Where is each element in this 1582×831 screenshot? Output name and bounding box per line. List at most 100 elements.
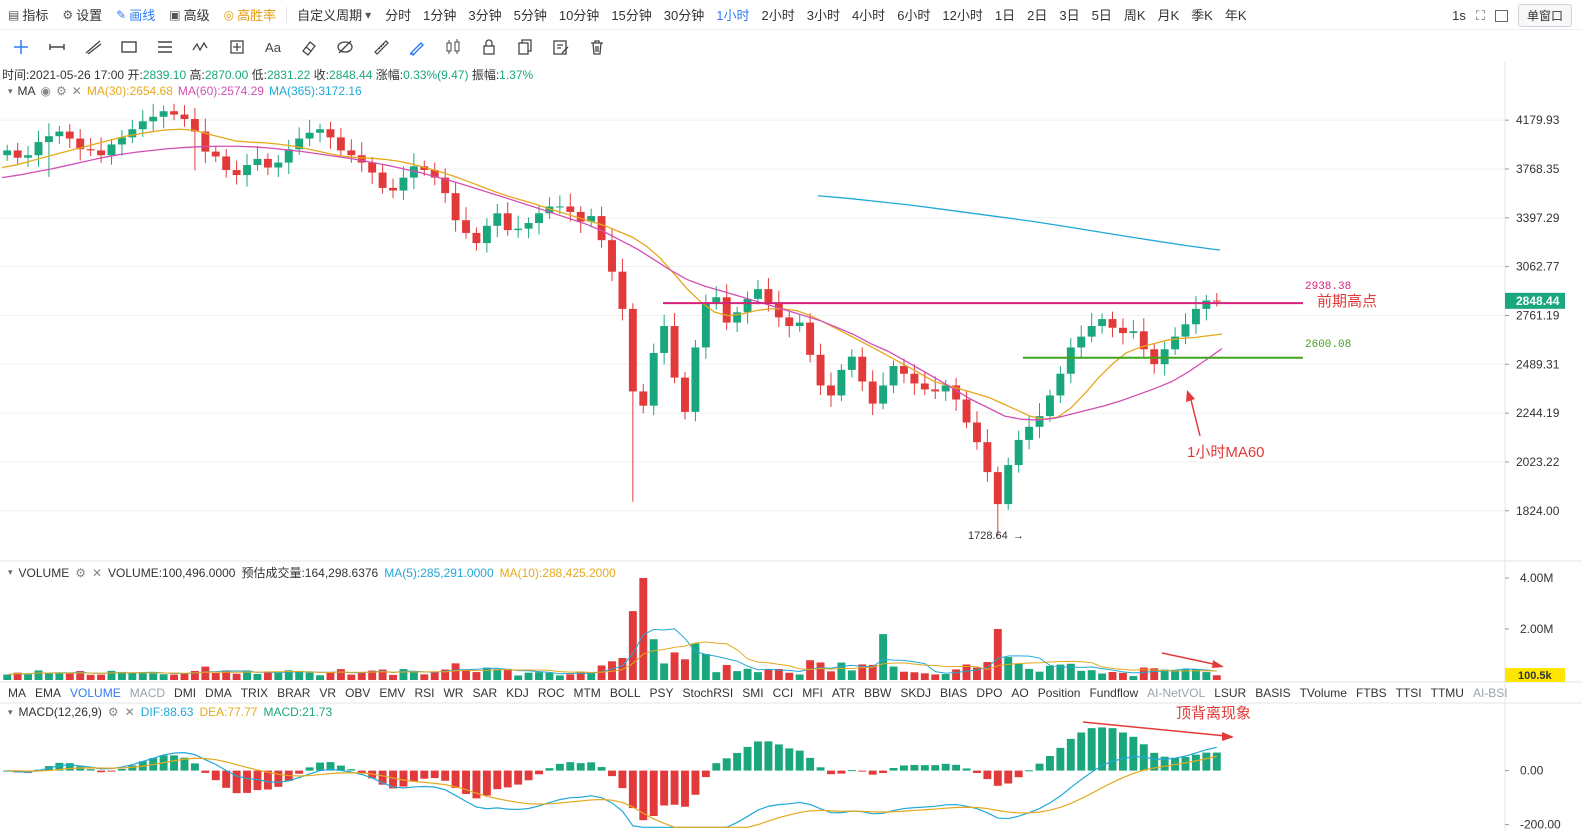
indicator-tab[interactable]: TTSI: [1395, 686, 1422, 700]
period-tab[interactable]: 10分钟: [558, 8, 600, 23]
edit-icon[interactable]: [550, 36, 572, 58]
parallel-lines-icon[interactable]: [154, 36, 176, 58]
indicator-tab[interactable]: ROC: [537, 686, 565, 700]
indicator-tab[interactable]: TTMU: [1430, 686, 1464, 700]
indicator-tab[interactable]: Position: [1037, 686, 1081, 700]
fullscreen-icon[interactable]: ⛶: [1475, 7, 1485, 23]
period-tab[interactable]: 1日: [994, 8, 1016, 23]
close-icon[interactable]: ✕: [71, 84, 82, 98]
period-tab[interactable]: 5日: [1091, 8, 1112, 23]
period-tab[interactable]: 15分钟: [611, 8, 652, 23]
settings-icon[interactable]: ⚙: [56, 84, 67, 98]
indicator-tab[interactable]: LSUR: [1214, 686, 1247, 700]
period-tab[interactable]: 2日: [1027, 8, 1048, 23]
period-tab[interactable]: 1小时: [716, 8, 750, 23]
crosshair-icon[interactable]: [10, 36, 32, 58]
layout-icon[interactable]: [1494, 9, 1508, 22]
indicator-tab[interactable]: ATR: [831, 686, 856, 700]
volume-bar: [149, 673, 158, 680]
toolbar-item-0[interactable]: ▤ 指标: [8, 5, 48, 24]
period-tab[interactable]: 3分钟: [468, 8, 502, 23]
indicator-tab[interactable]: MACD: [129, 686, 166, 700]
collapse-chevron-icon[interactable]: ▾: [8, 706, 13, 717]
indicator-tab[interactable]: DPO: [976, 686, 1003, 700]
candlestick-chart[interactable]: 4179.93 3768.35 3397.29 3062.77 2761.19 2489.…: [0, 62, 1582, 831]
ruler-icon[interactable]: [370, 36, 392, 58]
indicator-tab[interactable]: AI-BSI: [1472, 686, 1508, 700]
period-tab[interactable]: 3日: [1059, 8, 1080, 23]
period-tab[interactable]: 月K: [1157, 8, 1180, 23]
indicator-tab[interactable]: VOLUME: [70, 686, 121, 700]
close-icon[interactable]: ✕: [91, 565, 103, 580]
copy-icon[interactable]: [514, 36, 536, 58]
indicator-tab[interactable]: KDJ: [506, 686, 529, 700]
indicator-tab[interactable]: MA: [8, 686, 26, 700]
indicator-tab[interactable]: WR: [443, 686, 464, 700]
close-icon[interactable]: ✕: [124, 705, 135, 719]
indicator-tab[interactable]: FTBS: [1355, 686, 1387, 700]
indicator-tab[interactable]: TRIX: [240, 686, 269, 700]
collapse-chevron-icon[interactable]: ▾: [8, 567, 13, 577]
indicator-tab[interactable]: SKDJ: [900, 686, 932, 700]
indicator-tab[interactable]: Fundflow: [1089, 686, 1139, 700]
candle-type-icon[interactable]: [442, 36, 464, 58]
indicator-tab[interactable]: BOLL: [609, 686, 641, 700]
indicator-tab[interactable]: CCI: [772, 686, 794, 700]
indicator-tab[interactable]: EMA: [35, 686, 62, 700]
period-tab[interactable]: 季K: [1191, 8, 1213, 23]
draw-mode-icon[interactable]: [406, 36, 428, 58]
indicator-tab[interactable]: BBW: [864, 686, 892, 700]
indicator-tab[interactable]: DMI: [174, 686, 197, 700]
indicator-tab[interactable]: AI-NetVOL: [1147, 686, 1206, 700]
eye-icon[interactable]: ◉: [40, 84, 52, 98]
eraser-icon[interactable]: [298, 36, 320, 58]
indicator-tab[interactable]: BRAR: [277, 686, 311, 700]
indicator-tab[interactable]: SAR: [472, 686, 498, 700]
indicator-tab[interactable]: MFI: [802, 686, 823, 700]
measure-icon[interactable]: [226, 36, 248, 58]
indicator-tab[interactable]: SMI: [742, 686, 764, 700]
indicator-tab[interactable]: DMA: [205, 686, 232, 700]
trend-line-icon[interactable]: [82, 36, 104, 58]
hide-drawings-icon[interactable]: [334, 36, 356, 58]
collapse-chevron-icon[interactable]: ▾: [8, 85, 13, 96]
indicator-tab[interactable]: BIAS: [940, 686, 968, 700]
settings-icon[interactable]: ⚙: [75, 565, 86, 580]
toolbar-item-2[interactable]: ✎ 画线: [116, 5, 155, 24]
period-tab[interactable]: 12小时: [942, 8, 983, 23]
wave-icon[interactable]: [190, 36, 212, 58]
period-tab[interactable]: 30分钟: [663, 8, 705, 23]
indicator-tab[interactable]: TVolume: [1299, 686, 1347, 700]
rectangle-icon[interactable]: [118, 36, 140, 58]
period-tab[interactable]: 6小时: [897, 8, 931, 23]
indicator-tab[interactable]: VR: [319, 686, 337, 700]
indicator-tab[interactable]: EMV: [379, 686, 406, 700]
lock-icon[interactable]: [478, 36, 500, 58]
indicator-tab[interactable]: OBV: [345, 686, 371, 700]
toolbar-item-3[interactable]: ▣ 高级: [169, 5, 209, 24]
toolbar-item-1[interactable]: ⚙ 设置: [62, 5, 102, 24]
horizontal-ray-icon[interactable]: [46, 36, 68, 58]
text-icon[interactable]: Aa: [265, 39, 281, 55]
custom-period-dropdown[interactable]: 自定义周期 ▾: [297, 5, 371, 24]
indicator-tab[interactable]: StochRSI: [682, 686, 734, 700]
candle-body: [24, 155, 33, 158]
period-tab[interactable]: 年K: [1224, 8, 1247, 23]
indicator-tab[interactable]: AO: [1011, 686, 1029, 700]
period-tab[interactable]: 5分钟: [513, 8, 547, 23]
indicator-tab[interactable]: BASIS: [1255, 686, 1291, 700]
indicator-tab[interactable]: PSY: [649, 686, 674, 700]
toolbar-item-4[interactable]: ◎ 高胜率: [224, 5, 277, 24]
indicator-tab[interactable]: MTM: [573, 686, 601, 700]
refresh-interval[interactable]: 1s: [1452, 8, 1466, 23]
period-tab[interactable]: 周K: [1123, 8, 1146, 23]
indicator-tab[interactable]: RSI: [414, 686, 435, 700]
period-tab[interactable]: 2小时: [761, 8, 795, 23]
period-tab[interactable]: 4小时: [851, 8, 886, 23]
settings-icon[interactable]: ⚙: [107, 705, 119, 719]
window-mode-button[interactable]: 单窗口: [1517, 4, 1572, 27]
period-tab[interactable]: 3小时: [806, 8, 840, 23]
trash-icon[interactable]: [586, 36, 608, 58]
period-tab[interactable]: 1分钟: [423, 8, 457, 23]
period-tab[interactable]: 分时: [385, 8, 412, 23]
